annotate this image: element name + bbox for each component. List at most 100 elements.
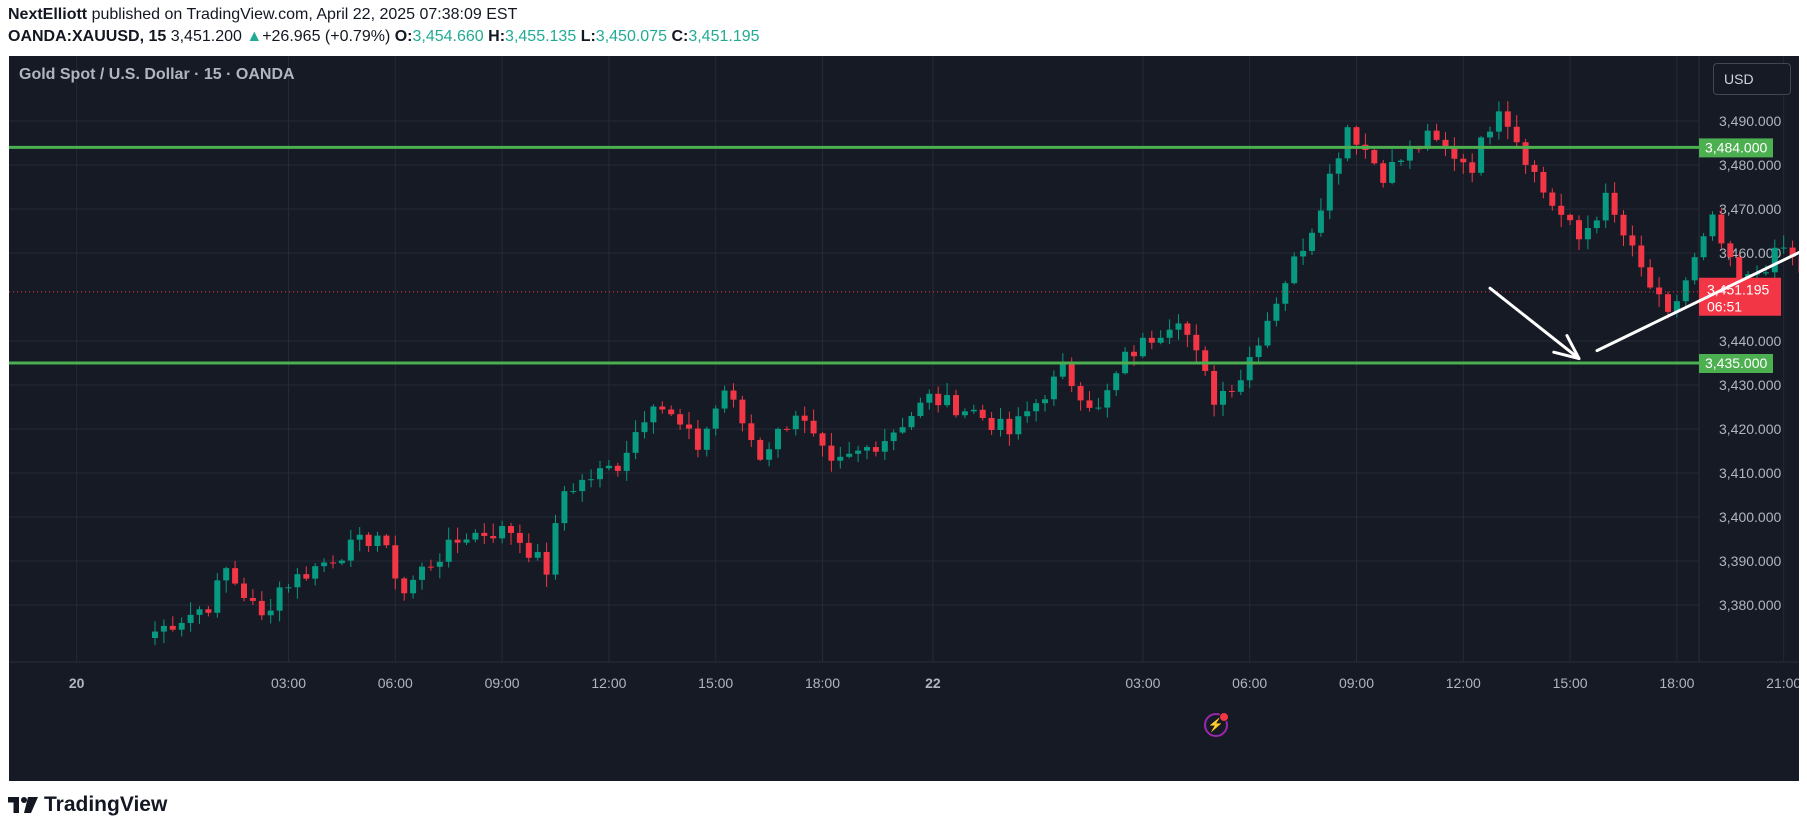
candle-up (445, 539, 452, 562)
open-label: O: (394, 28, 413, 45)
y-tick-label: 3,380.000 (1719, 597, 1781, 613)
candle-up (588, 479, 595, 481)
candle-down (988, 417, 995, 430)
level-label: 3,435.000 (1705, 355, 1767, 371)
y-tick-label: 3,410.000 (1719, 465, 1781, 481)
candle-up (1273, 303, 1280, 321)
candle-up (632, 432, 639, 453)
close-label: C: (671, 28, 689, 45)
candle-up (223, 568, 230, 581)
x-tick-label: 20 (69, 675, 85, 691)
close-value: 3,451.195 (688, 28, 760, 45)
candle-down (872, 447, 879, 452)
candle-down (935, 393, 942, 406)
x-tick-label: 15:00 (1553, 675, 1588, 691)
candle-down (1736, 257, 1743, 286)
price-chart[interactable]: 3,490.000 3,480.000 3,470.000 3,460.000 3,44… (9, 56, 1799, 781)
candle-up (1309, 232, 1315, 251)
candle-up (1700, 236, 1707, 258)
candle-up (1478, 137, 1485, 173)
projection-arrow-down-head (1552, 334, 1581, 361)
candle-down (330, 562, 336, 564)
candle-up (944, 395, 951, 406)
tradingview-logo[interactable]: TradingView (8, 790, 167, 820)
candle-down (1620, 214, 1627, 236)
brand-name: TradingView (44, 793, 168, 816)
candle-down (677, 414, 684, 425)
candle-down (258, 600, 265, 616)
level-label-bg (1699, 354, 1773, 373)
candle-up (881, 441, 888, 452)
candle-down (525, 542, 532, 558)
candle-up (1584, 228, 1591, 240)
candle-up (534, 552, 541, 558)
candle-up (712, 408, 719, 429)
candle-down (801, 415, 808, 421)
symbol-header: OANDA:XAUUSD, 15 3,451.200 ▲+26.965 (+0.… (8, 28, 760, 45)
candle-up (703, 428, 710, 450)
candle-up (160, 625, 167, 632)
candle-up (472, 532, 479, 540)
candle-up (997, 418, 1004, 430)
candle-down (1433, 130, 1440, 140)
candle-down (694, 428, 701, 450)
candle-up (1042, 399, 1048, 404)
candle-up (792, 415, 799, 430)
candle-up (890, 432, 897, 442)
candle-down (757, 440, 764, 460)
x-tick-label: 18:00 (1659, 675, 1694, 691)
candle-up (1113, 373, 1120, 391)
candle-down (979, 409, 986, 418)
y-tick-label: 3,430.000 (1719, 377, 1781, 393)
candle-up (1095, 407, 1102, 409)
candle-down (668, 409, 675, 415)
last-price: 3,451.200 (170, 28, 242, 45)
lightning-bolt-icon[interactable]: ⚡ (1204, 712, 1229, 737)
candle-down (1193, 334, 1200, 351)
candle-up (1050, 376, 1057, 400)
candle-down (205, 609, 212, 613)
candle-up (552, 523, 559, 575)
currency-button[interactable]: USD (1713, 63, 1791, 95)
candle-up (1673, 301, 1680, 312)
candle-up (1300, 250, 1307, 257)
last-price-label-bg (1699, 277, 1781, 316)
candle-down (1549, 192, 1556, 206)
notification-dot (1219, 712, 1229, 722)
candle-down (739, 399, 746, 424)
candle-down (1522, 142, 1529, 165)
candle-down (392, 545, 399, 579)
candle-up (267, 610, 274, 616)
level-label: 3,484.000 (1705, 139, 1767, 155)
candle-up (419, 566, 425, 580)
candle-down (1460, 158, 1467, 163)
candle-down (1131, 351, 1137, 357)
x-tick-label: 09:00 (485, 675, 520, 691)
candle-down (427, 566, 434, 568)
candle-down (1540, 171, 1547, 193)
author-name[interactable]: NextElliott (8, 6, 88, 23)
chart-area[interactable]: 3,490.000 3,480.000 3,470.000 3,460.000 3,44… (9, 56, 1799, 781)
candle-down (241, 583, 247, 598)
candle-down (1611, 192, 1618, 215)
candle-down (1380, 163, 1387, 183)
candle-down (516, 532, 523, 543)
candle-down (1513, 126, 1520, 143)
candle-down (819, 433, 826, 446)
candle-up (917, 402, 924, 417)
x-tick-label: 03:00 (1125, 675, 1160, 691)
candle-up (1424, 130, 1431, 149)
projection-arrow-up (1595, 250, 1799, 353)
candle-down (454, 539, 461, 543)
candle-down (383, 535, 390, 546)
candle-up (864, 447, 870, 451)
candle-down (1567, 214, 1574, 221)
candle-down (1558, 205, 1565, 215)
candle-up (321, 562, 328, 567)
last-price-label: 3,451.195 (1707, 282, 1769, 298)
candle-up (1487, 131, 1493, 138)
candle-up (837, 456, 844, 461)
y-tick-label: 3,460.000 (1719, 245, 1781, 261)
x-tick-label: 22 (925, 675, 941, 691)
x-tick-label: 09:00 (1339, 675, 1374, 691)
